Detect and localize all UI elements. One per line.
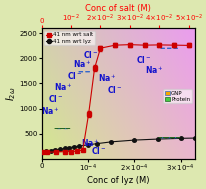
Text: Na$^+$: Na$^+$ bbox=[98, 73, 116, 84]
Text: Cl$^-$: Cl$^-$ bbox=[82, 49, 97, 60]
Text: Na$^+$: Na$^+$ bbox=[144, 64, 162, 76]
Text: Cl$^-$: Cl$^-$ bbox=[107, 84, 122, 95]
Text: Cl$^-$: Cl$^-$ bbox=[48, 93, 63, 104]
Text: Na$^+$: Na$^+$ bbox=[54, 82, 73, 93]
Text: Na$^+$: Na$^+$ bbox=[81, 138, 99, 149]
Text: Cl$^-$: Cl$^-$ bbox=[67, 70, 82, 81]
Text: Na$^+$: Na$^+$ bbox=[73, 58, 91, 70]
Text: Na$^+$: Na$^+$ bbox=[40, 105, 59, 117]
Text: Cl$^-$: Cl$^-$ bbox=[90, 145, 105, 156]
X-axis label: Conc of salt (M): Conc of salt (M) bbox=[85, 4, 150, 13]
Text: Cl$^-$: Cl$^-$ bbox=[135, 54, 151, 65]
Y-axis label: $I_{2\omega}$: $I_{2\omega}$ bbox=[4, 86, 18, 101]
X-axis label: Conc of lyz (M): Conc of lyz (M) bbox=[87, 176, 149, 185]
Legend: GNP, Protein: GNP, Protein bbox=[163, 89, 191, 103]
